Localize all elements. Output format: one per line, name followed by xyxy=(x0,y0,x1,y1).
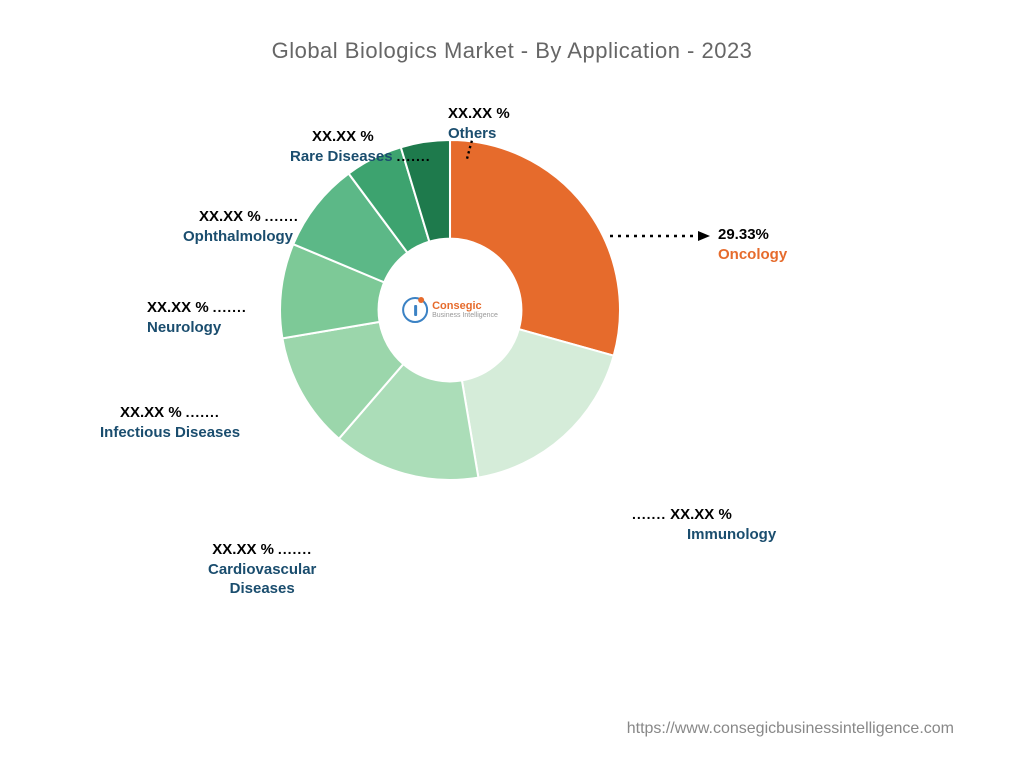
leader-dots: ....... xyxy=(396,148,430,164)
slice-immunology xyxy=(462,329,614,477)
logo-icon xyxy=(402,297,428,323)
label-others: XX.XX % Others xyxy=(448,104,510,143)
leader-dots: ....... xyxy=(632,506,666,522)
label-oncology: 29.33% Oncology xyxy=(718,225,787,264)
label-ophthalmology: XX.XX % ....... Ophthalmology xyxy=(183,207,299,246)
arrow-oncology xyxy=(610,228,715,244)
leader-dots: ....... xyxy=(278,541,312,557)
leader-dots: ....... xyxy=(213,299,247,315)
center-logo: Consegic Business Intelligence xyxy=(402,297,498,323)
label-neurology: XX.XX % ....... Neurology xyxy=(147,298,247,337)
slice-oncology xyxy=(450,140,620,356)
leader-dots: ....... xyxy=(186,404,220,420)
chart-title: Global Biologics Market - By Application… xyxy=(0,38,1024,64)
label-infectious: XX.XX % ....... Infectious Diseases xyxy=(100,403,240,442)
logo-text: Consegic Business Intelligence xyxy=(432,301,498,319)
footer-url: https://www.consegicbusinessintelligence… xyxy=(627,720,954,738)
donut-chart: Consegic Business Intelligence xyxy=(280,140,620,480)
label-cardiovascular: XX.XX % ....... Cardiovascular Diseases xyxy=(208,540,316,599)
label-immunology: ....... XX.XX % Immunology xyxy=(632,505,776,544)
label-rare-diseases: XX.XX % Rare Diseases ....... xyxy=(290,127,431,166)
leader-dots: ....... xyxy=(265,208,299,224)
